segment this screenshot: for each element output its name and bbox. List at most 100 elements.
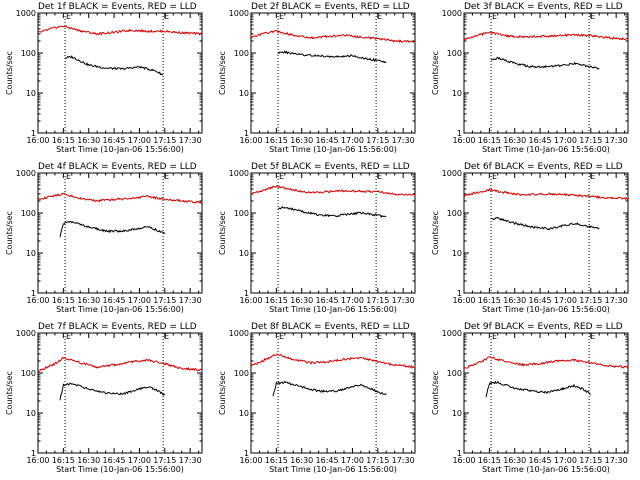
- x-tick-label: 16:45: [103, 296, 126, 305]
- y-tick-label: 10: [452, 89, 462, 98]
- x-tick-label: 16:45: [316, 456, 339, 465]
- x-tick-label: 17:00: [554, 136, 577, 145]
- y-axis-label: Counts/sec: [218, 371, 227, 415]
- series-lld-line: [251, 185, 416, 196]
- event-marker-label: E: [66, 172, 71, 181]
- x-tick-label: 16:30: [290, 136, 313, 145]
- x-tick-label: 17:30: [179, 296, 202, 305]
- plot-frame: [463, 332, 629, 454]
- event-marker-label: E: [492, 332, 497, 341]
- x-tick-label: 16:00: [239, 136, 262, 145]
- x-tick-label: 17:15: [366, 136, 389, 145]
- y-tick-label: 100: [447, 49, 462, 58]
- x-tick-label: 16:45: [103, 456, 126, 465]
- x-tick-label: 16:45: [316, 296, 339, 305]
- event-marker-label: E: [279, 172, 284, 181]
- y-tick-label: 10: [239, 89, 249, 98]
- y-tick-label: 100: [447, 369, 462, 378]
- series-lld-line: [463, 31, 629, 41]
- event-marker-label: E: [279, 332, 284, 341]
- x-tick-label: 16:15: [52, 456, 75, 465]
- chart-panel: Det 6f BLACK = Events, RED = LLD 1 10 100 10…: [431, 162, 629, 314]
- x-tick-label: 17:00: [128, 136, 151, 145]
- event-marker-label: E: [492, 172, 497, 181]
- series-lld-line: [37, 356, 203, 373]
- y-tick-label: 1000: [442, 9, 462, 18]
- panel-title: Det 6f BLACK = Events, RED = LLD: [464, 162, 623, 172]
- x-tick-label: 16:30: [77, 136, 100, 145]
- panel-title: Det 2f BLACK = Events, RED = LLD: [251, 2, 410, 12]
- x-tick-label: 17:15: [579, 456, 602, 465]
- chart-panel: Det 3f BLACK = Events, RED = LLD 1 10 100 10…: [431, 2, 629, 154]
- y-tick-label: 10: [26, 249, 36, 258]
- chart-panel: Det 5f BLACK = Events, RED = LLD 1 10 100 10…: [218, 162, 416, 314]
- x-axis-label: Start Time (10-Jan-06 15:56:00): [56, 305, 184, 314]
- y-tick-label: 100: [234, 369, 249, 378]
- x-tick-label: 17:30: [392, 136, 415, 145]
- series-lld-line: [37, 25, 203, 36]
- y-tick-label: 1: [457, 129, 462, 138]
- chart-panel: Det 9f BLACK = Events, RED = LLD 1 10 100 10…: [431, 322, 629, 474]
- y-tick-label: 100: [234, 49, 249, 58]
- event-marker-label: E: [66, 332, 71, 341]
- panel-title: Det 1f BLACK = Events, RED = LLD: [38, 2, 197, 12]
- x-tick-label: 17:00: [341, 456, 364, 465]
- plot-frame: [37, 172, 203, 294]
- x-tick-label: 16:15: [52, 136, 75, 145]
- y-tick-label: 1000: [442, 169, 462, 178]
- series-lld-line: [463, 356, 629, 370]
- plot-frame: [250, 172, 416, 294]
- x-tick-label: 16:45: [529, 296, 552, 305]
- series-events-line: [272, 380, 387, 397]
- x-tick-label: 16:30: [290, 296, 313, 305]
- y-axis-label: Counts/sec: [218, 211, 227, 255]
- y-tick-label: 10: [26, 409, 36, 418]
- plot-frame: [37, 332, 203, 454]
- y-tick-label: 10: [239, 409, 249, 418]
- y-tick-label: 1: [457, 289, 462, 298]
- x-tick-label: 16:00: [26, 136, 49, 145]
- event-marker-label: E: [164, 172, 169, 181]
- event-marker-label: E: [164, 12, 169, 21]
- x-tick-label: 17:30: [179, 136, 202, 145]
- y-tick-label: 10: [26, 89, 36, 98]
- y-axis-label: Counts/sec: [5, 371, 14, 415]
- x-tick-label: 16:15: [265, 456, 288, 465]
- y-tick-label: 10: [239, 249, 249, 258]
- x-tick-label: 16:00: [452, 296, 475, 305]
- x-tick-label: 17:15: [579, 296, 602, 305]
- x-tick-label: 16:15: [478, 296, 501, 305]
- chart-panel: Det 7f BLACK = Events, RED = LLD 1 10 100 10…: [5, 322, 203, 474]
- event-marker-label: E: [590, 12, 595, 21]
- x-tick-label: 17:00: [341, 136, 364, 145]
- chart-panel: Det 4f BLACK = Events, RED = LLD 1 10 100 10…: [5, 162, 203, 314]
- x-tick-label: 16:45: [316, 136, 339, 145]
- y-tick-label: 1000: [229, 329, 249, 338]
- y-tick-label: 1: [244, 289, 249, 298]
- x-tick-label: 17:30: [605, 296, 628, 305]
- series-events-line: [490, 56, 600, 70]
- y-tick-label: 1: [457, 449, 462, 458]
- panel-title: Det 8f BLACK = Events, RED = LLD: [251, 322, 410, 332]
- event-marker-label: E: [590, 332, 595, 341]
- x-tick-label: 16:15: [478, 456, 501, 465]
- y-tick-label: 1: [244, 449, 249, 458]
- x-tick-label: 16:15: [478, 136, 501, 145]
- y-tick-label: 10: [452, 409, 462, 418]
- event-marker-label: E: [164, 332, 169, 341]
- x-axis-label: Start Time (10-Jan-06 15:56:00): [482, 145, 610, 154]
- series-events-line: [278, 206, 387, 219]
- series-events-line: [277, 50, 387, 64]
- x-tick-label: 17:15: [579, 136, 602, 145]
- plot-frame: [250, 12, 416, 134]
- y-tick-label: 100: [234, 209, 249, 218]
- plot-frame: [250, 332, 416, 454]
- x-axis-label: Start Time (10-Jan-06 15:56:00): [269, 305, 397, 314]
- event-marker-label: E: [377, 172, 382, 181]
- y-tick-label: 1: [31, 129, 36, 138]
- x-axis-label: Start Time (10-Jan-06 15:56:00): [56, 465, 184, 474]
- y-tick-label: 1000: [229, 9, 249, 18]
- series-events-line: [64, 55, 164, 76]
- event-marker-label: E: [377, 332, 382, 341]
- series-lld-line: [37, 192, 203, 205]
